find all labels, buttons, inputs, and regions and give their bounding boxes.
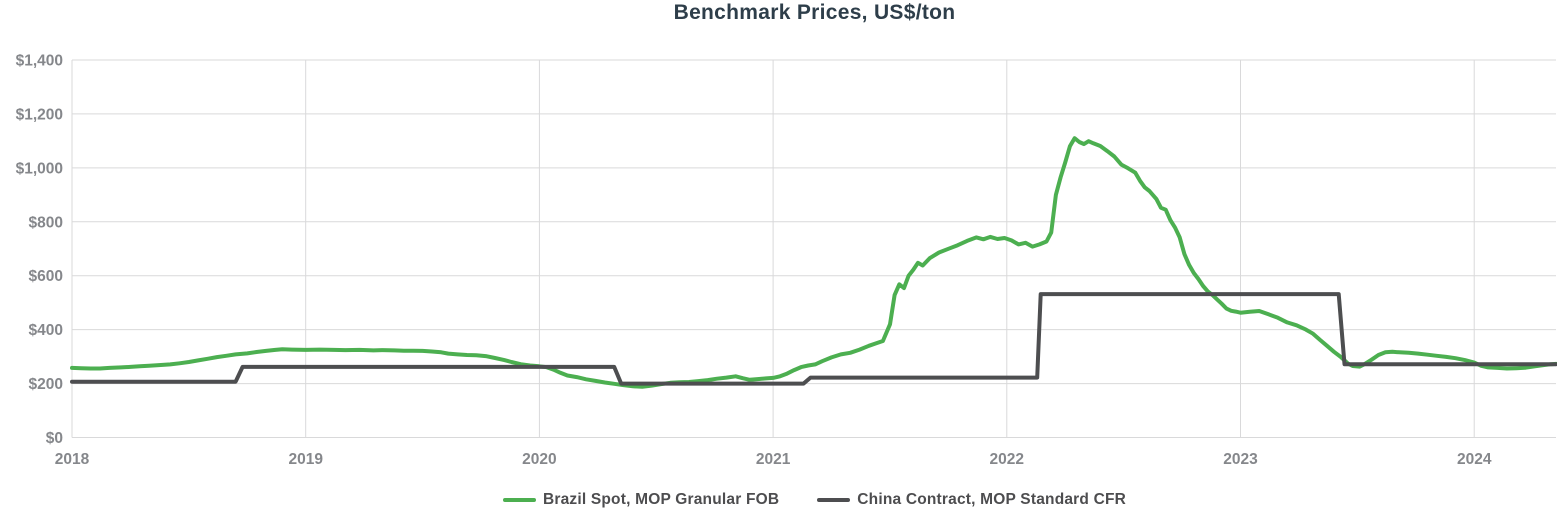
y-tick-label: $200: [29, 376, 63, 393]
y-tick-label: $400: [29, 322, 63, 339]
series-line-0: [70, 136, 1557, 389]
x-tick-label: 2021: [756, 451, 791, 468]
x-tick-label: 2018: [55, 451, 90, 468]
y-tick-label: $600: [29, 268, 63, 285]
x-tick-label: 2024: [1457, 451, 1492, 468]
chart-title: Benchmark Prices, US$/ton: [673, 1, 956, 24]
x-tick-label: 2023: [1223, 451, 1258, 468]
chart-legend: Brazil Spot, MOP Granular FOB China Cont…: [72, 491, 1557, 509]
legend-item-brazil-spot: Brazil Spot, MOP Granular FOB: [502, 491, 780, 509]
series-line-1: [70, 292, 1557, 386]
brazil-spot-line-swatch-icon: [502, 497, 536, 503]
x-tick-label: 2022: [990, 451, 1024, 468]
y-tick-label: $0: [46, 430, 63, 447]
legend-label-brazil-spot: Brazil Spot, MOP Granular FOB: [542, 491, 780, 508]
y-tick-label: $800: [29, 214, 63, 231]
y-tick-label: $1,200: [16, 106, 63, 123]
x-tick-label: 2019: [288, 451, 323, 468]
y-tick-label: $1,000: [16, 160, 63, 177]
legend-item-china-contract: China Contract, MOP Standard CFR: [817, 491, 1126, 509]
x-tick-label: 2020: [522, 451, 556, 468]
y-tick-label: $1,400: [16, 53, 63, 70]
china-contract-line-swatch-icon: [817, 497, 851, 503]
legend-label-china-contract: China Contract, MOP Standard CFR: [857, 491, 1127, 508]
